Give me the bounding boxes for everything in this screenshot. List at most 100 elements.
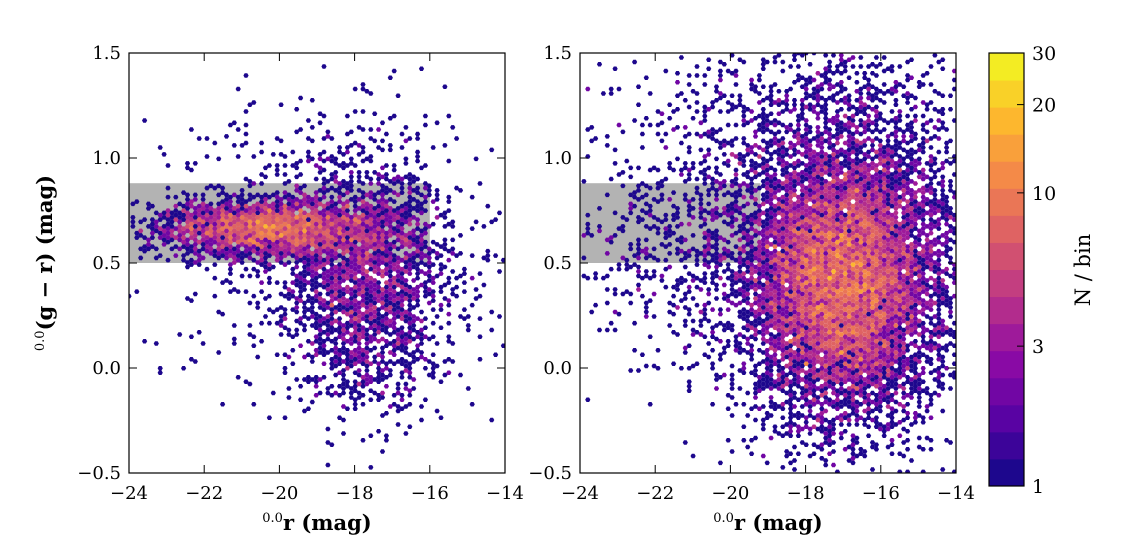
right-hexbin [936, 379, 942, 384]
left-hexbin [352, 289, 358, 294]
left-hexbin [391, 212, 397, 218]
right-hexbin [733, 172, 739, 177]
left-hexbin [270, 228, 276, 234]
right-hexbin [795, 127, 801, 132]
right-hexbin [885, 363, 891, 369]
left-hexbin [379, 354, 386, 360]
right-hexbin [885, 377, 891, 382]
left-hexbin [305, 375, 311, 380]
left-hexbin [457, 188, 464, 193]
right-hexbin [710, 127, 716, 132]
right-hexbin [745, 318, 751, 324]
left-hexbin [255, 224, 261, 229]
right-hexbin [768, 332, 774, 337]
left-hexbin [270, 210, 276, 216]
right-hexbin [846, 287, 852, 292]
right-hexbin [885, 381, 891, 387]
left-hexbin [227, 226, 233, 231]
left-hexbin [368, 181, 374, 186]
left-hexbin [411, 233, 417, 238]
left-hexbin [383, 248, 389, 254]
right-hexbin [823, 426, 829, 432]
left-hexbin [298, 208, 304, 213]
left-hexbin [313, 375, 319, 380]
left-hexbin [352, 406, 358, 411]
right-hexbin [795, 330, 801, 335]
left-hexbin [352, 275, 358, 281]
right-hexbin [795, 429, 801, 434]
left-hexbin [340, 417, 347, 423]
right-hexbin [901, 219, 907, 225]
left-hexbin [356, 359, 362, 364]
right-hexbin [760, 210, 766, 216]
left-hexbin [415, 239, 421, 245]
left-hexbin [259, 262, 265, 267]
left-hexbin [348, 129, 354, 135]
right-hexbin [788, 316, 794, 321]
left-hexbin [356, 255, 362, 261]
right-hexbin [893, 260, 899, 265]
right-hexbin [854, 125, 860, 130]
left-hexbin [286, 327, 292, 333]
right-hexbin [788, 194, 794, 200]
right-hexbin [924, 197, 930, 202]
right-hexbin [869, 192, 876, 198]
right-hexbin [784, 449, 790, 454]
left-hexbin [309, 260, 315, 265]
right-hexbin [854, 242, 860, 247]
right-hexbin [862, 264, 868, 270]
left-hexbin [212, 208, 218, 213]
right-hexbin [912, 271, 918, 276]
right-hexbin [795, 217, 801, 222]
left-hexbin [235, 203, 241, 209]
right-hexbin [815, 314, 821, 319]
left-hexbin [356, 125, 362, 130]
right-hexbin [869, 381, 876, 387]
right-hexbin [885, 323, 891, 328]
right-hexbin [877, 192, 883, 198]
right-hexbin [834, 388, 840, 393]
right-hexbin [854, 323, 860, 328]
left-hexbin [411, 305, 417, 310]
right-hexbin [908, 129, 915, 135]
left-hexbin [337, 181, 343, 186]
left-hexbin [192, 206, 198, 211]
left-hexbin [294, 264, 300, 270]
right-hexbin [862, 417, 868, 423]
right-hexbin [768, 305, 774, 310]
left-hexbin [379, 192, 386, 198]
left-hexbin [430, 370, 436, 375]
left-hexbin [411, 323, 417, 328]
left-hexbin [450, 125, 456, 130]
left-hexbin [204, 208, 210, 213]
left-hexbin [426, 336, 432, 342]
left-hexbin [430, 248, 436, 254]
right-hexbin [858, 239, 864, 245]
left-hexbin [407, 194, 413, 200]
right-hexbin [873, 325, 879, 330]
right-hexbin [858, 100, 864, 105]
left-hexbin [227, 194, 233, 200]
right-hexbin [756, 307, 762, 312]
left-hexbin [356, 305, 362, 310]
right-hexbin [803, 77, 809, 83]
right-hexbin [834, 348, 840, 353]
left-hexbin [286, 224, 292, 229]
left-hexbin [387, 296, 393, 301]
right-hexbin [776, 341, 782, 346]
left-hexbin [348, 188, 354, 193]
right-hexbin [858, 181, 864, 186]
left-hexbin [391, 239, 397, 245]
left-hexbin [305, 158, 311, 164]
right-hexbin [854, 386, 860, 391]
left-hexbin [274, 352, 280, 357]
left-hexbin [270, 206, 276, 211]
right-hexbin [881, 280, 887, 285]
right-hexbin [940, 161, 946, 166]
left-hexbin [344, 348, 350, 353]
left-hexbin [364, 260, 370, 265]
right-hexbin [830, 287, 837, 292]
right-hexbin [830, 228, 837, 234]
left-hexbin [333, 278, 339, 283]
left-hexbin [434, 255, 440, 261]
